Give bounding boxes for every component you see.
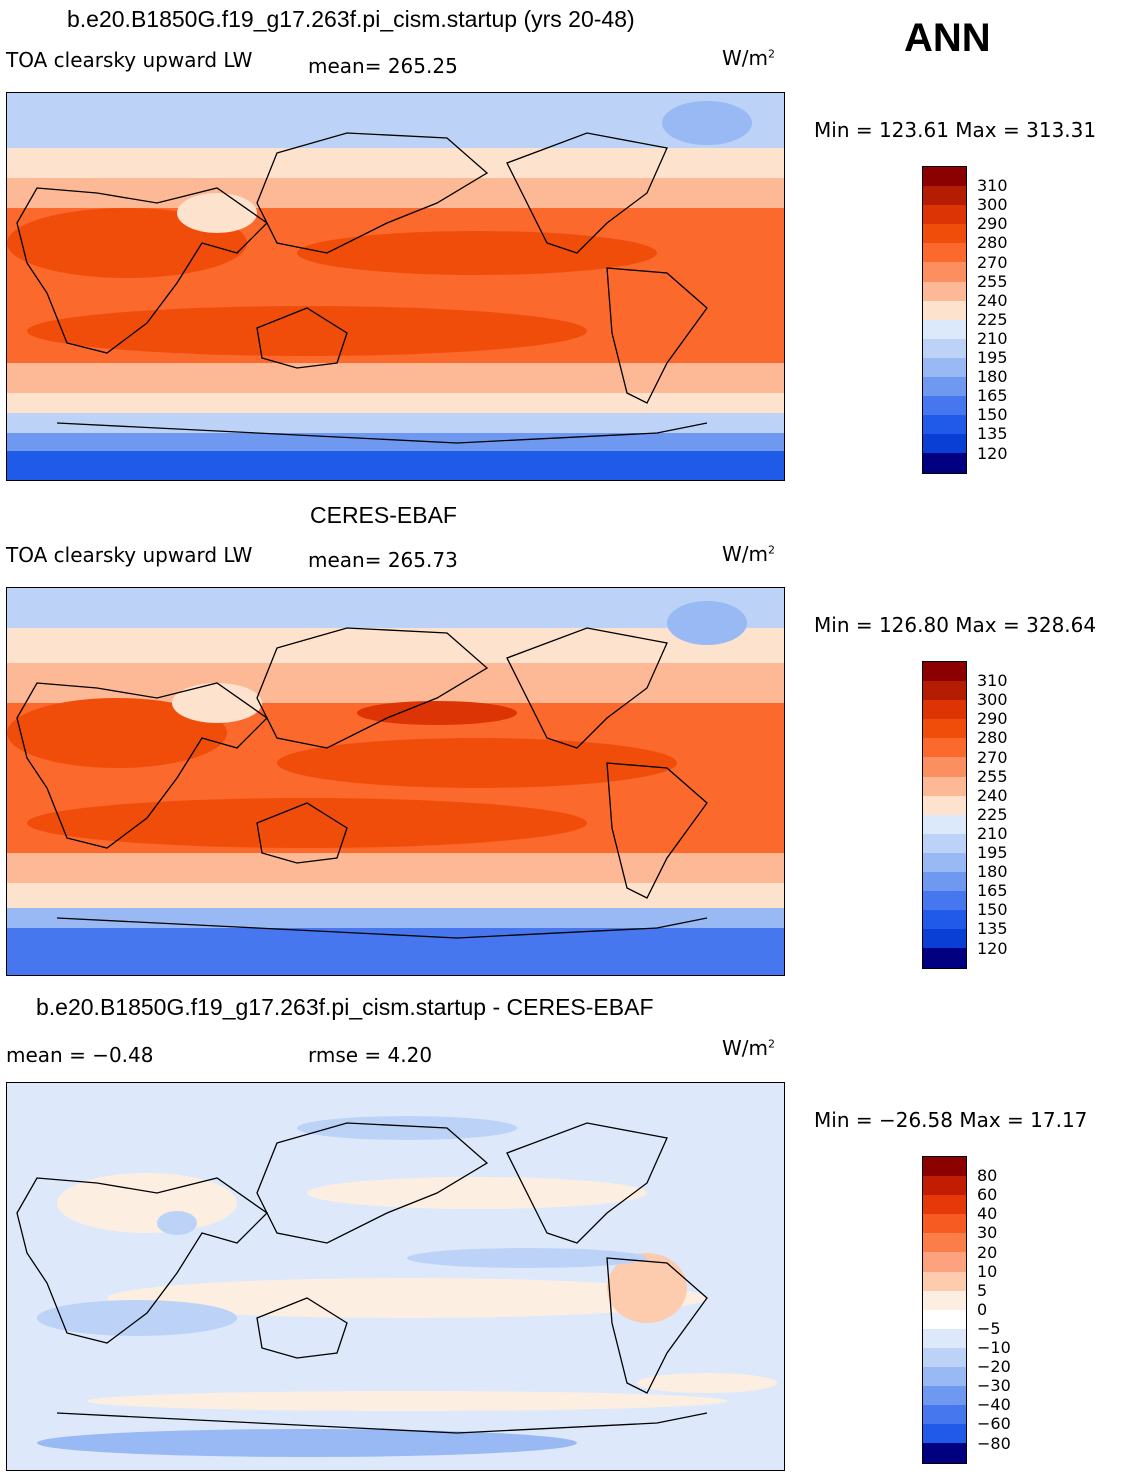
colorbar-tick-label: 20	[977, 1243, 998, 1262]
colorbar-tick-label: −10	[977, 1338, 1011, 1357]
colorbar-tick-label: 120	[977, 939, 1008, 958]
colorbar-tick-label: 195	[977, 348, 1008, 367]
colorbar-tick-label: 300	[977, 690, 1008, 709]
colorbar-tick-label: −30	[977, 1376, 1011, 1395]
colorbar-tick-label: −20	[977, 1357, 1011, 1376]
colorbar-tick-label: 290	[977, 214, 1008, 233]
panel1-map	[6, 92, 785, 481]
colorbar-tick-label: 120	[977, 444, 1008, 463]
panel3-rmse-label: rmse = 4.20	[308, 1043, 433, 1067]
colorbar-tick-label: 225	[977, 805, 1008, 824]
panel1-mean-label: mean= 265.25	[308, 54, 458, 78]
panel2-map	[6, 587, 785, 976]
colorbar-tick-label: 240	[977, 291, 1008, 310]
colorbar-tick-label: 5	[977, 1281, 988, 1300]
colorbar-tick-label: −80	[977, 1434, 1011, 1453]
colorbar-tick-label: 270	[977, 748, 1008, 767]
colorbar-tick-label: 150	[977, 405, 1008, 424]
panel1-colorbar	[922, 166, 967, 474]
panel3-colorbar	[922, 1156, 967, 1464]
panel2-colorbar	[922, 661, 967, 969]
colorbar-tick-label: 135	[977, 424, 1008, 443]
panel2-minmax-label: Min = 126.80 Max = 328.64	[814, 613, 1097, 637]
panel2-mean-label: mean= 265.73	[308, 548, 458, 572]
colorbar-tick-label: 180	[977, 862, 1008, 881]
colorbar-tick-label: −40	[977, 1395, 1011, 1414]
panel3-minmax-label: Min = −26.58 Max = 17.17	[814, 1108, 1088, 1132]
colorbar-tick-label: 310	[977, 176, 1008, 195]
colorbar-tick-label: 150	[977, 900, 1008, 919]
colorbar-tick-label: 165	[977, 881, 1008, 900]
colorbar-tick-label: 0	[977, 1300, 988, 1319]
panel3-mean-label: mean = −0.48	[6, 1043, 154, 1067]
colorbar-tick-label: 300	[977, 195, 1008, 214]
colorbar-tick-label: 280	[977, 233, 1008, 252]
panel3-units-label: W/m2	[722, 1036, 775, 1060]
panel1-variable-label: TOA clearsky upward LW	[6, 48, 253, 72]
colorbar-tick-label: −5	[977, 1319, 1001, 1338]
colorbar-tick-label: −60	[977, 1414, 1011, 1433]
colorbar-tick-label: 310	[977, 671, 1008, 690]
colorbar-tick-label: 210	[977, 824, 1008, 843]
panel1-title: b.e20.B1850G.f19_g17.263f.pi_cism.startu…	[67, 6, 635, 32]
colorbar-tick-label: 240	[977, 786, 1008, 805]
panel3-title: b.e20.B1850G.f19_g17.263f.pi_cism.startu…	[36, 994, 654, 1020]
colorbar-tick-label: 10	[977, 1262, 998, 1281]
colorbar-tick-label: 195	[977, 843, 1008, 862]
colorbar-tick-label: 180	[977, 367, 1008, 386]
colorbar-tick-label: 40	[977, 1204, 998, 1223]
colorbar-tick-label: 280	[977, 728, 1008, 747]
colorbar-tick-label: 210	[977, 329, 1008, 348]
colorbar-tick-label: 255	[977, 272, 1008, 291]
colorbar-tick-label: 225	[977, 310, 1008, 329]
season-label: ANN	[904, 16, 991, 60]
panel2-variable-label: TOA clearsky upward LW	[6, 543, 253, 567]
colorbar-tick-label: 165	[977, 386, 1008, 405]
panel2-units-label: W/m2	[722, 542, 775, 566]
panel2-title: CERES-EBAF	[310, 502, 457, 528]
colorbar-tick-label: 135	[977, 919, 1008, 938]
panel1-units-label: W/m2	[722, 46, 775, 70]
colorbar-tick-label: 255	[977, 767, 1008, 786]
panel1-minmax-label: Min = 123.61 Max = 313.31	[814, 118, 1097, 142]
panel3-map	[6, 1082, 785, 1471]
colorbar-tick-label: 30	[977, 1223, 998, 1242]
colorbar-tick-label: 270	[977, 253, 1008, 272]
colorbar-tick-label: 80	[977, 1166, 998, 1185]
colorbar-tick-label: 60	[977, 1185, 998, 1204]
colorbar-tick-label: 290	[977, 709, 1008, 728]
